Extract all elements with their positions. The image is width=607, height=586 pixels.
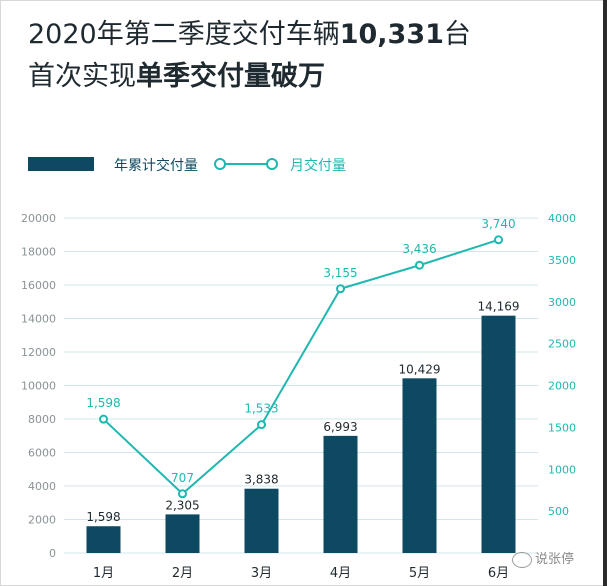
y-left-tick-label: 18000 bbox=[21, 246, 56, 259]
line-data-label: 3,436 bbox=[402, 242, 436, 256]
legend-line-swatch bbox=[214, 158, 278, 170]
wechat-icon bbox=[512, 551, 532, 568]
bar-data-label: 10,429 bbox=[399, 362, 441, 376]
y-left-tick-label: 6000 bbox=[28, 447, 56, 460]
legend-line-label: 月交付量 bbox=[290, 158, 346, 174]
legend-bar-swatch bbox=[28, 157, 94, 171]
y-left-tick-label: 4000 bbox=[28, 480, 56, 493]
line-data-label: 1,533 bbox=[244, 402, 278, 416]
line-data-label: 3,740 bbox=[481, 217, 515, 231]
y-right-tick-label: 2000 bbox=[548, 380, 576, 393]
y-right-tick-label: 1000 bbox=[548, 463, 576, 476]
line-point bbox=[178, 489, 187, 499]
x-tick-label: 3月 bbox=[251, 566, 272, 581]
bar bbox=[86, 526, 121, 553]
y-right-tick-label: 2500 bbox=[548, 338, 576, 351]
x-tick-label: 1月 bbox=[93, 566, 114, 581]
y-right-tick-label: 4000 bbox=[548, 212, 576, 225]
y-left-tick-label: 2000 bbox=[28, 514, 56, 527]
series-line bbox=[102, 238, 499, 496]
line-point bbox=[99, 414, 108, 424]
bar bbox=[481, 315, 516, 553]
headline-line-2: 首次实现单季交付量破万 bbox=[28, 60, 325, 94]
y-left-tick-label: 8000 bbox=[28, 413, 56, 426]
bar-data-label: 3,838 bbox=[244, 473, 278, 487]
y-left-tick-label: 0 bbox=[49, 547, 56, 560]
headline-line-1: 2020年第二季度交付车辆10,331台 bbox=[28, 18, 471, 52]
bar-data-label: 1,598 bbox=[86, 510, 120, 524]
bar bbox=[402, 378, 437, 553]
y-right-tick-label: 1500 bbox=[548, 421, 576, 434]
bar-data-label: 14,169 bbox=[478, 300, 520, 314]
x-tick-label: 4月 bbox=[330, 566, 351, 581]
bar bbox=[323, 435, 358, 553]
headline-line-1-unit: 台 bbox=[443, 19, 471, 50]
y-right-tick-label: 500 bbox=[548, 505, 569, 518]
y-right-tick-label: 3000 bbox=[548, 296, 576, 309]
line-data-label: 707 bbox=[171, 471, 194, 485]
x-tick-label: 6月 bbox=[488, 566, 509, 581]
x-tick-label: 5月 bbox=[409, 566, 430, 581]
y-left-tick-label: 14000 bbox=[21, 313, 56, 326]
legend-bar-label: 年累计交付量 bbox=[114, 158, 198, 174]
y-left-tick-label: 10000 bbox=[21, 380, 56, 393]
y-left-tick-label: 20000 bbox=[21, 212, 56, 225]
headline-line-1-text: 2020年第二季度交付车辆 bbox=[28, 19, 340, 50]
y-left-tick-label: 16000 bbox=[21, 279, 56, 292]
x-tick-label: 2月 bbox=[172, 566, 193, 581]
y-left-tick-label: 12000 bbox=[21, 346, 56, 359]
watermark-text: 说张停 bbox=[535, 552, 575, 567]
line-data-label: 1,598 bbox=[86, 396, 120, 410]
bar bbox=[244, 488, 279, 553]
bar-data-label: 2,305 bbox=[165, 498, 199, 512]
headline-line-2-text: 首次实现 bbox=[28, 61, 136, 92]
line-point bbox=[336, 284, 345, 294]
line-point bbox=[494, 235, 503, 245]
bar-data-label: 6,993 bbox=[323, 420, 357, 434]
line-point bbox=[257, 420, 266, 430]
line-data-label: 3,155 bbox=[323, 266, 357, 280]
line-point bbox=[415, 260, 424, 270]
y-right-tick-label: 3500 bbox=[548, 254, 576, 267]
headline-line-2-emphasis: 单季交付量破万 bbox=[136, 61, 325, 92]
watermark: 说张停 bbox=[512, 548, 574, 568]
window-edge bbox=[603, 0, 607, 586]
headline-delivery-count: 10,331 bbox=[339, 19, 444, 50]
bar bbox=[165, 514, 200, 553]
